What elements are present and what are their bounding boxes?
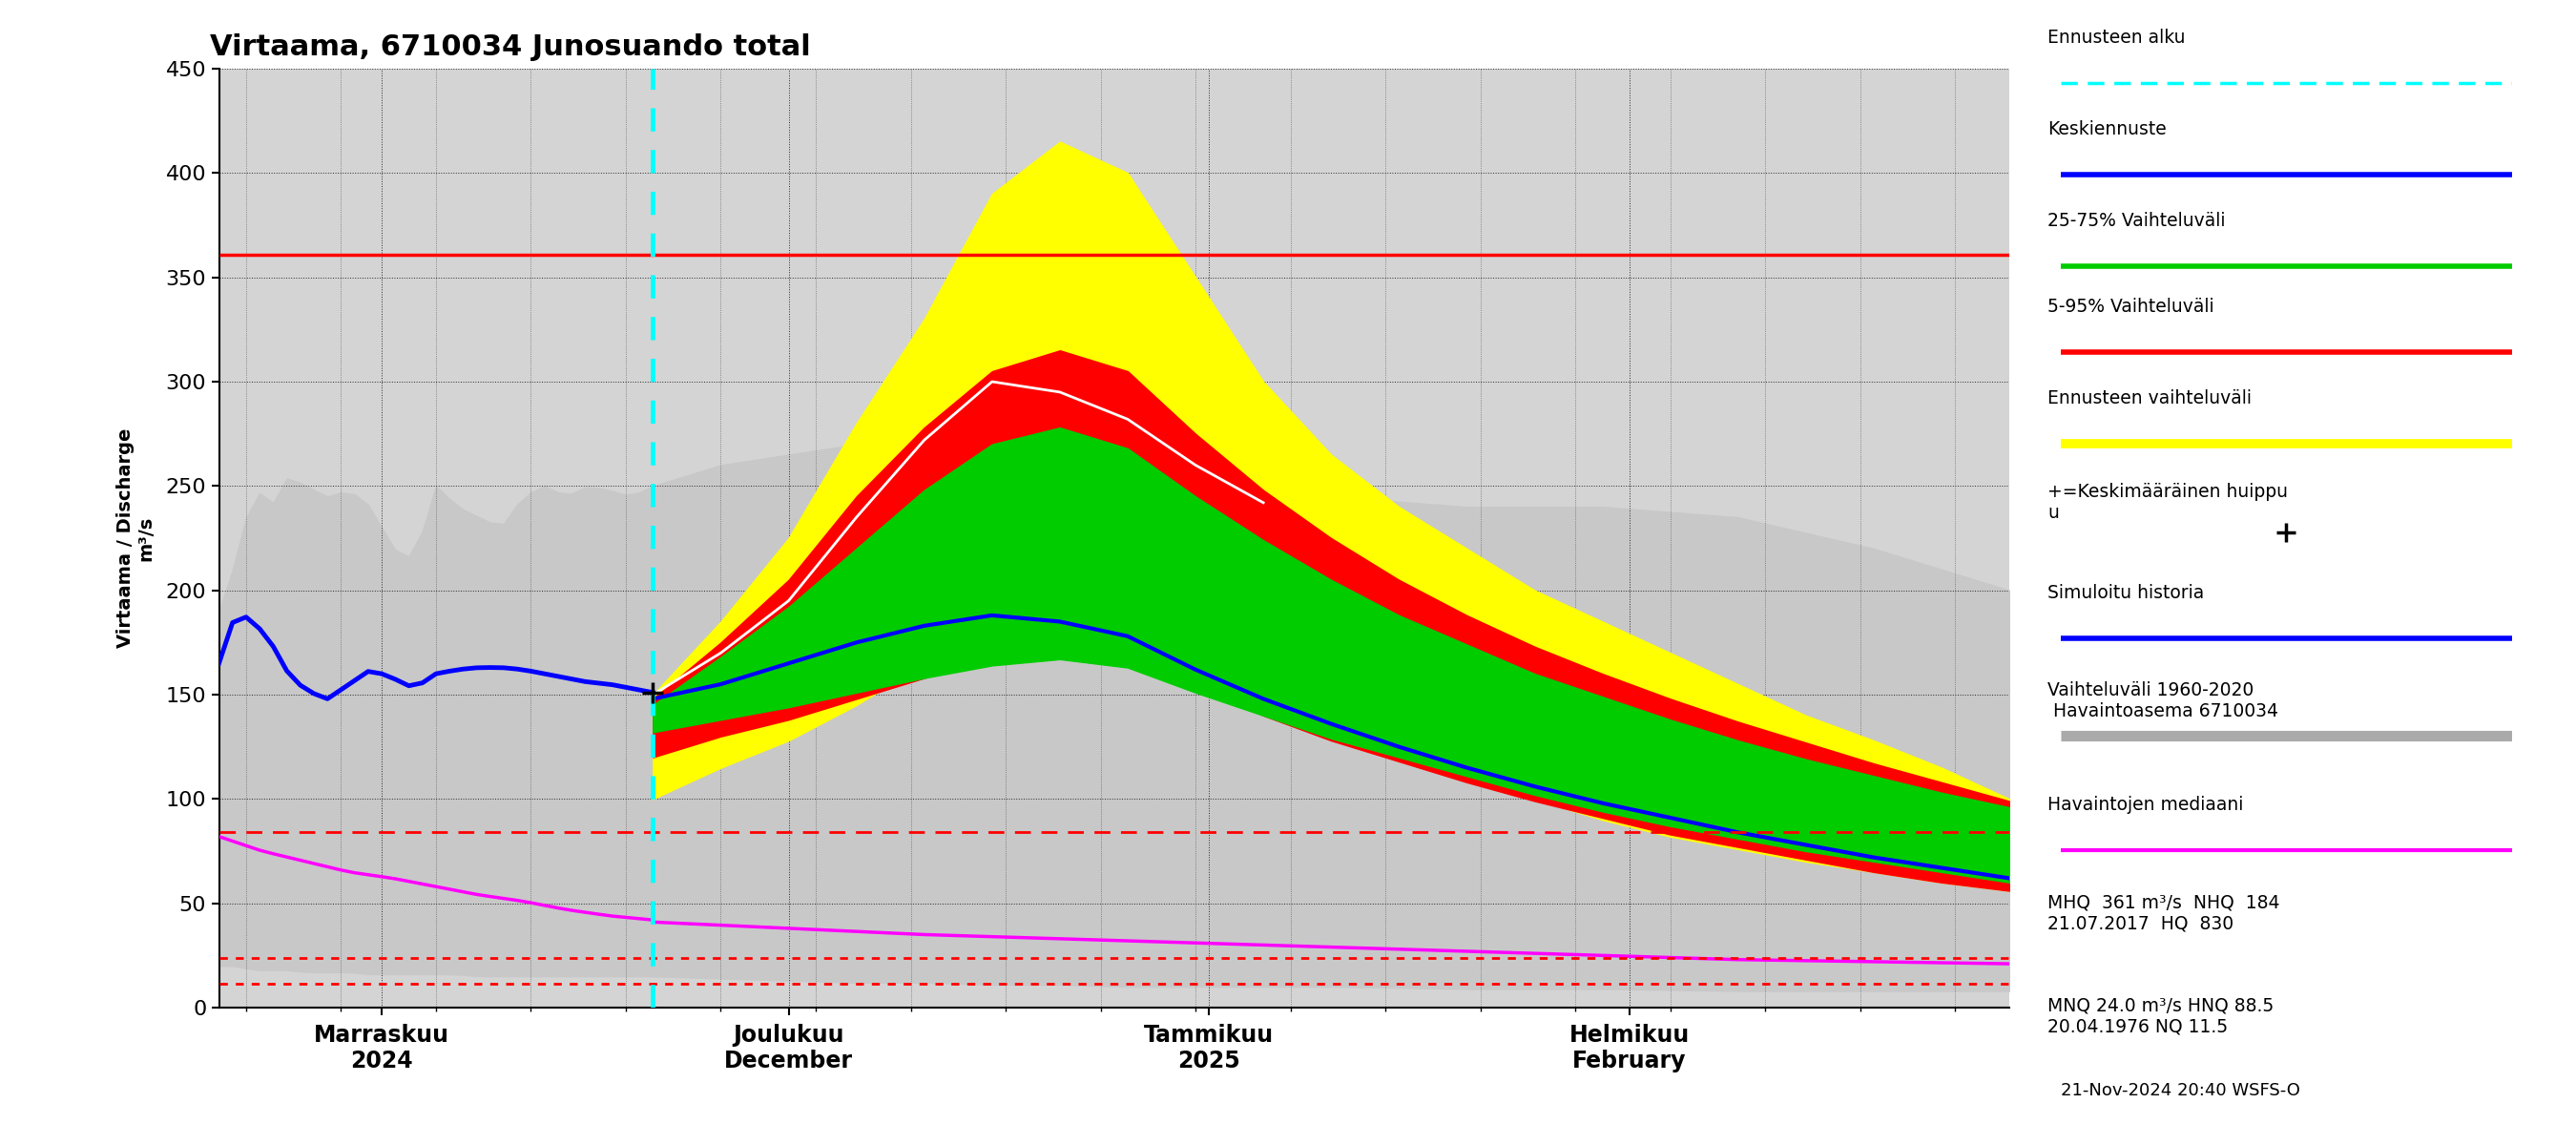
Text: 25-75% Vaihteluväli: 25-75% Vaihteluväli xyxy=(2048,212,2226,230)
Text: MNQ 24.0 m³/s HNQ 88.5
20.04.1976 NQ 11.5: MNQ 24.0 m³/s HNQ 88.5 20.04.1976 NQ 11.… xyxy=(2048,996,2275,1035)
Text: Keskiennuste: Keskiennuste xyxy=(2048,120,2166,139)
Y-axis label: Virtaama / Discharge
m³/s: Virtaama / Discharge m³/s xyxy=(116,428,155,648)
Text: 21-Nov-2024 20:40 WSFS-O: 21-Nov-2024 20:40 WSFS-O xyxy=(2061,1082,2300,1099)
Text: Vaihteluväli 1960-2020
 Havaintoasema 6710034: Vaihteluväli 1960-2020 Havaintoasema 671… xyxy=(2048,681,2280,720)
Text: Simuloitu historia: Simuloitu historia xyxy=(2048,584,2205,602)
Text: Havaintojen mediaani: Havaintojen mediaani xyxy=(2048,796,2244,814)
Text: Ennusteen vaihteluväli: Ennusteen vaihteluväli xyxy=(2048,389,2251,408)
Text: Ennusteen alku: Ennusteen alku xyxy=(2048,29,2187,47)
Text: 5-95% Vaihteluväli: 5-95% Vaihteluväli xyxy=(2048,298,2215,316)
Text: Virtaama, 6710034 Junosuando total: Virtaama, 6710034 Junosuando total xyxy=(211,33,811,61)
Text: MHQ  361 m³/s  NHQ  184
21.07.2017  HQ  830: MHQ 361 m³/s NHQ 184 21.07.2017 HQ 830 xyxy=(2048,893,2280,932)
Text: +=Keskimääräinen huippu
u: +=Keskimääräinen huippu u xyxy=(2048,483,2287,522)
